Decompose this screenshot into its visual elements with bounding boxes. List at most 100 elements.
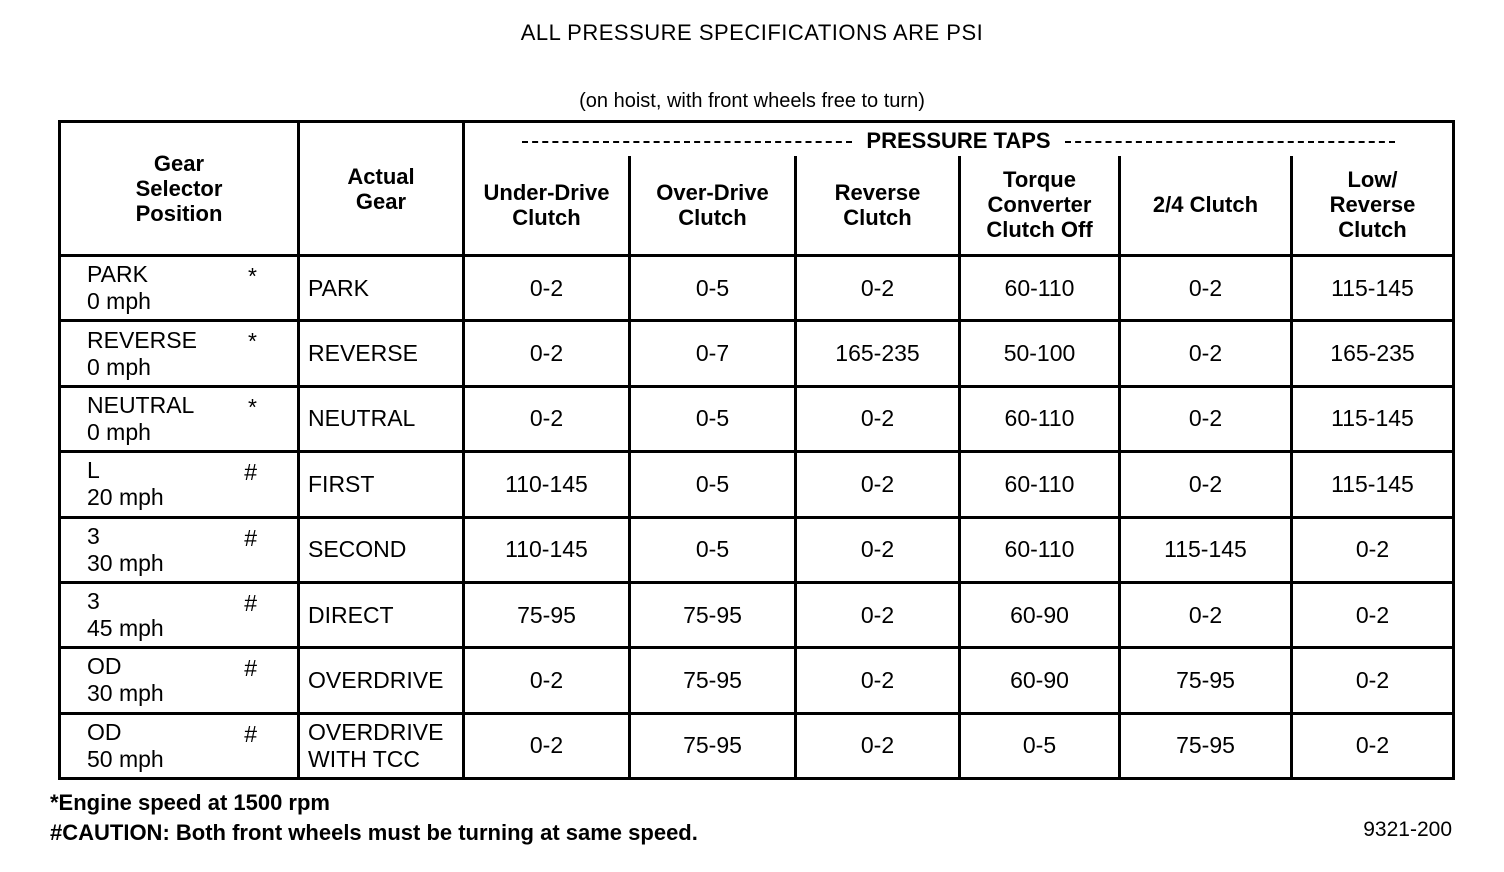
pressure-taps-label: PRESSURE TAPS: [866, 127, 1051, 153]
pressure-value-cell: 75-95: [1118, 711, 1293, 781]
pressure-value-cell: 0-2: [794, 646, 961, 715]
pressure-value-cell: 165-235: [794, 319, 961, 388]
selector-position: REVERSE: [87, 326, 197, 353]
selector-position: NEUTRAL: [87, 391, 195, 418]
selector-speed: 50 mph: [87, 745, 164, 772]
pressure-value-cell: 60-110: [958, 384, 1121, 454]
selector-position: 3: [87, 522, 100, 549]
figure-code: 9321-200: [1363, 818, 1452, 841]
actual-gear-cell: DIRECT: [297, 580, 465, 650]
gear-selector-cell: NEUTRAL 0 mph *: [58, 384, 300, 454]
pressure-value-cell: 0-5: [628, 253, 797, 323]
pressure-value-cell: 0-2: [794, 450, 961, 519]
selector-speed: 0 mph: [87, 353, 151, 380]
table-row: L 20 mph # FIRST 110-145 0-5 0-2 60-110 0-2 115-1…: [58, 450, 1455, 519]
page-title: ALL PRESSURE SPECIFICATIONS ARE PSI: [520, 20, 984, 45]
pressure-value-cell: 0-2: [462, 384, 631, 454]
actual-gear-cell: PARK: [297, 253, 465, 323]
pressure-value-cell: 75-95: [462, 580, 631, 650]
pressure-value-cell: 0-2: [794, 580, 961, 650]
pressure-value-cell: 0-2: [794, 515, 961, 584]
footnote-engine-speed: *Engine speed at 1500 rpm: [50, 790, 330, 815]
gear-selector-cell: REVERSE 0 mph *: [58, 319, 300, 388]
pressure-value-cell: 115-145: [1290, 450, 1455, 519]
gear-selector-cell: 3 30 mph #: [58, 515, 300, 584]
pressure-value-cell: 0-2: [794, 253, 961, 323]
header-tap-column: 2/4 Clutch: [1118, 155, 1293, 257]
header-tap-column: Low/ Reverse Clutch: [1290, 155, 1455, 257]
pressure-value-cell: 75-95: [628, 646, 797, 715]
pressure-value-cell: 0-2: [1290, 711, 1455, 781]
footnote-mark: #: [244, 655, 257, 682]
table-row: 3 45 mph # DIRECT 75-95 75-95 0-2 60-90 0-2 0-2: [58, 580, 1455, 650]
actual-gear-cell: REVERSE: [297, 319, 465, 388]
header-pressure-taps: PRESSURE TAPS: [462, 120, 1455, 156]
selector-speed: 0 mph: [87, 418, 151, 445]
footnote-mark: *: [248, 393, 257, 420]
selector-speed: 30 mph: [87, 549, 164, 576]
header-gear-selector: Gear Selector Position: [58, 120, 300, 257]
selector-position: 3: [87, 588, 100, 615]
actual-gear-cell: OVERDRIVE: [297, 646, 465, 715]
page-subtitle: (on hoist, with front wheels free to tur…: [579, 90, 925, 112]
pressure-value-cell: 0-2: [1118, 319, 1293, 388]
pressure-value-cell: 0-2: [1290, 646, 1455, 715]
header-tap-column: Under-Drive Clutch: [462, 155, 631, 257]
pressure-value-cell: 0-2: [462, 319, 631, 388]
pressure-value-cell: 0-5: [958, 711, 1121, 781]
pressure-value-cell: 60-90: [958, 646, 1121, 715]
table-row: PARK 0 mph * PARK 0-2 0-5 0-2 60-110 0-2 115-145: [58, 253, 1455, 323]
pressure-value-cell: 0-5: [628, 450, 797, 519]
pressure-value-cell: 0-2: [794, 384, 961, 454]
pressure-value-cell: 115-145: [1118, 515, 1293, 584]
gear-selector-cell: OD 30 mph #: [58, 646, 300, 715]
pressure-value-cell: 0-2: [1290, 515, 1455, 584]
pressure-value-cell: 75-95: [628, 580, 797, 650]
pressure-spec-table: Gear Selector Position Actual Gear PRESS…: [58, 120, 1455, 781]
pressure-value-cell: 60-110: [958, 450, 1121, 519]
selector-position: L: [87, 457, 100, 484]
header-tap-column: Reverse Clutch: [794, 155, 961, 257]
gear-selector-cell: 3 45 mph #: [58, 580, 300, 650]
pressure-value-cell: 0-5: [628, 384, 797, 454]
actual-gear-cell: FIRST: [297, 450, 465, 519]
pressure-value-cell: 165-235: [1290, 319, 1455, 388]
pressure-value-cell: 50-100: [958, 319, 1121, 388]
selector-speed: 0 mph: [87, 288, 151, 315]
footnote-mark: #: [244, 720, 257, 747]
header-actual-gear: Actual Gear: [297, 120, 465, 257]
pressure-value-cell: 0-2: [794, 711, 961, 781]
selector-position: OD: [87, 718, 122, 745]
header-tap-column: Torque Converter Clutch Off: [958, 155, 1121, 257]
footnote-mark: *: [248, 328, 257, 355]
gear-selector-cell: L 20 mph #: [58, 450, 300, 519]
pressure-value-cell: 0-2: [1118, 580, 1293, 650]
selector-position: OD: [87, 653, 122, 680]
pressure-value-cell: 0-2: [1118, 384, 1293, 454]
table-row: OD 30 mph # OVERDRIVE 0-2 75-95 0-2 60-90 75-95 0…: [58, 646, 1455, 715]
selector-speed: 45 mph: [87, 615, 164, 642]
header-tap-column: Over-Drive Clutch: [628, 155, 797, 257]
pressure-value-cell: 0-2: [1118, 450, 1293, 519]
table-row: REVERSE 0 mph * REVERSE 0-2 0-7 165-235 50-100 0…: [58, 319, 1455, 388]
pressure-value-cell: 0-2: [462, 711, 631, 781]
pressure-value-cell: 60-90: [958, 580, 1121, 650]
pressure-value-cell: 0-2: [462, 253, 631, 323]
pressure-value-cell: 115-145: [1290, 253, 1455, 323]
pressure-value-cell: 115-145: [1290, 384, 1455, 454]
pressure-value-cell: 0-2: [1290, 580, 1455, 650]
pressure-value-cell: 60-110: [958, 253, 1121, 323]
table-row: NEUTRAL 0 mph * NEUTRAL 0-2 0-5 0-2 60-110 0-2 11…: [58, 384, 1455, 454]
table-row: 3 30 mph # SECOND 110-145 0-5 0-2 60-110 115-145…: [58, 515, 1455, 584]
footnote-caution: #CAUTION: Both front wheels must be turn…: [50, 820, 698, 845]
footnote-mark: #: [244, 589, 257, 616]
footnote-mark: #: [244, 524, 257, 551]
pressure-value-cell: 75-95: [628, 711, 797, 781]
pressure-value-cell: 0-5: [628, 515, 797, 584]
actual-gear-cell: NEUTRAL: [297, 384, 465, 454]
pressure-value-cell: 110-145: [462, 450, 631, 519]
selector-speed: 20 mph: [87, 484, 164, 511]
gear-selector-cell: PARK 0 mph *: [58, 253, 300, 323]
actual-gear-cell: OVERDRIVE WITH TCC: [297, 711, 465, 781]
selector-speed: 30 mph: [87, 680, 164, 707]
